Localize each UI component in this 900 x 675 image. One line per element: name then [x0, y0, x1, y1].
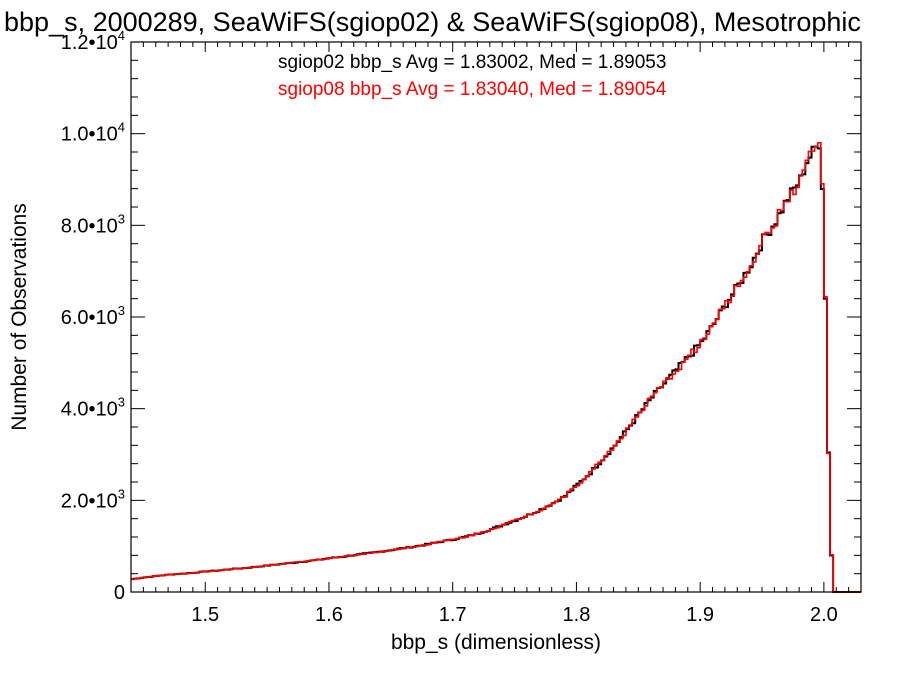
y-axis-ticks: 02.0•1034.0•1036.0•1038.0•1031.0•1041.2•… [61, 28, 861, 604]
series-line-0 [131, 145, 861, 593]
legend-entry-sgiop02: sgiop02 bbp_s Avg = 1.83002, Med = 1.890… [278, 52, 666, 73]
series-layer [131, 141, 861, 593]
x-tick-label: 2.0 [810, 604, 838, 626]
y-tick-exponent: 3 [118, 211, 125, 226]
y-tick-exponent: 3 [118, 395, 125, 410]
y-tick-mantissa: 0 [114, 582, 125, 604]
legend-entry-sgiop08: sgiop08 bbp_s Avg = 1.83040, Med = 1.890… [278, 79, 667, 100]
y-tick-mantissa: 8.0•10 [61, 215, 118, 237]
y-tick-exponent: 4 [118, 120, 125, 135]
plot-frame [130, 41, 862, 593]
y-tick-mantissa: 4.0•10 [61, 399, 118, 421]
legend: sgiop02 bbp_s Avg = 1.83002, Med = 1.890… [278, 52, 667, 100]
y-tick-label: 0 [114, 582, 125, 604]
y-tick-label: 2.0•103 [61, 486, 125, 512]
x-tick-label: 1.5 [191, 604, 219, 626]
y-tick-label: 1.2•104 [61, 28, 125, 54]
x-tick-label: 1.9 [686, 604, 714, 626]
y-tick-mantissa: 1.2•10 [61, 32, 118, 54]
y-tick-exponent: 3 [118, 486, 125, 501]
y-tick-mantissa: 2.0•10 [61, 490, 118, 512]
y-axis-label: Number of Observations [8, 203, 31, 431]
y-tick-mantissa: 1.0•10 [61, 124, 118, 146]
y-tick-label: 8.0•103 [61, 211, 125, 237]
series-line-1 [131, 141, 861, 593]
x-axis-ticks: 1.5 1.6 1.7 1.8 1.9 2.0 [130, 42, 862, 626]
x-tick-label: 1.7 [439, 604, 467, 626]
chart-title: bbp_s, 2000289, SeaWiFS(sgiop02) & SeaWi… [4, 7, 861, 37]
x-axis-label: bbp_s (dimensionless) [391, 631, 601, 654]
x-tick-label: 1.8 [563, 604, 591, 626]
y-tick-mantissa: 6.0•10 [61, 307, 118, 329]
y-tick-label: 6.0•103 [61, 303, 125, 329]
y-tick-exponent: 4 [118, 28, 125, 43]
y-tick-exponent: 3 [118, 303, 125, 318]
y-tick-label: 4.0•103 [61, 395, 125, 421]
y-tick-label: 1.0•104 [61, 120, 125, 146]
x-tick-label: 1.6 [315, 604, 343, 626]
